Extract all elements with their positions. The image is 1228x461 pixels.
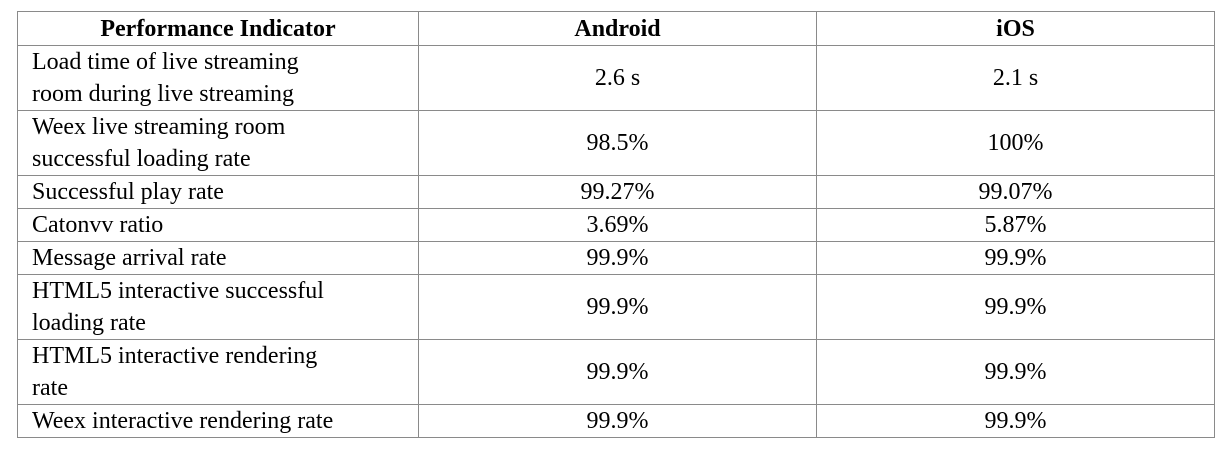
indicator-line: HTML5 interactive successful xyxy=(32,278,324,304)
indicator-cell: Weex interactive rendering rate xyxy=(17,404,419,438)
android-value: 2.6 s xyxy=(418,45,817,111)
header-indicator: Performance Indicator xyxy=(17,11,419,46)
table-row: Weex interactive rendering rate 99.9% 99… xyxy=(17,404,1215,438)
indicator-line: HTML5 interactive rendering xyxy=(32,343,318,369)
indicator-line: successful loading rate xyxy=(32,146,251,172)
table-row: Load time of live streaming room during … xyxy=(17,45,1215,111)
indicator-line: Weex live streaming room xyxy=(32,114,286,140)
ios-value: 100% xyxy=(816,110,1215,176)
ios-value: 99.07% xyxy=(816,175,1215,209)
table-row: Successful play rate 99.27% 99.07% xyxy=(17,175,1215,209)
ios-value: 99.9% xyxy=(816,339,1215,405)
android-value: 99.9% xyxy=(418,274,817,340)
indicator-cell: HTML5 interactive rendering rate xyxy=(17,339,419,405)
android-value: 99.9% xyxy=(418,404,817,438)
indicator-cell: HTML5 interactive successful loading rat… xyxy=(17,274,419,340)
table-row: HTML5 interactive rendering rate 99.9% 9… xyxy=(17,339,1215,405)
indicator-line: Load time of live streaming xyxy=(32,49,299,75)
header-row: Performance Indicator Android iOS xyxy=(17,11,1215,46)
table-row: HTML5 interactive successful loading rat… xyxy=(17,274,1215,340)
indicator-cell: Successful play rate xyxy=(17,175,419,209)
ios-value: 2.1 s xyxy=(816,45,1215,111)
android-value: 99.27% xyxy=(418,175,817,209)
table-row: Weex live streaming room successful load… xyxy=(17,110,1215,176)
indicator-cell: Catonvv ratio xyxy=(17,208,419,242)
ios-value: 5.87% xyxy=(816,208,1215,242)
android-value: 99.9% xyxy=(418,241,817,275)
ios-value: 99.9% xyxy=(816,241,1215,275)
indicator-line: Successful play rate xyxy=(32,179,224,205)
indicator-cell: Message arrival rate xyxy=(17,241,419,275)
indicator-line: Weex interactive rendering rate xyxy=(32,408,334,434)
indicator-cell: Weex live streaming room successful load… xyxy=(17,110,419,176)
table-row: Catonvv ratio 3.69% 5.87% xyxy=(17,208,1215,242)
indicator-cell: Load time of live streaming room during … xyxy=(17,45,419,111)
performance-table: Performance Indicator Android iOS Load t… xyxy=(17,11,1215,438)
indicator-line: rate xyxy=(32,375,68,401)
android-value: 98.5% xyxy=(418,110,817,176)
header-android: Android xyxy=(418,11,817,46)
indicator-line: room during live streaming xyxy=(32,81,294,107)
indicator-line: Message arrival rate xyxy=(32,245,227,271)
android-value: 3.69% xyxy=(418,208,817,242)
android-value: 99.9% xyxy=(418,339,817,405)
header-ios: iOS xyxy=(816,11,1215,46)
ios-value: 99.9% xyxy=(816,404,1215,438)
ios-value: 99.9% xyxy=(816,274,1215,340)
indicator-line: Catonvv ratio xyxy=(32,212,164,238)
indicator-line: loading rate xyxy=(32,310,146,336)
table-row: Message arrival rate 99.9% 99.9% xyxy=(17,241,1215,275)
